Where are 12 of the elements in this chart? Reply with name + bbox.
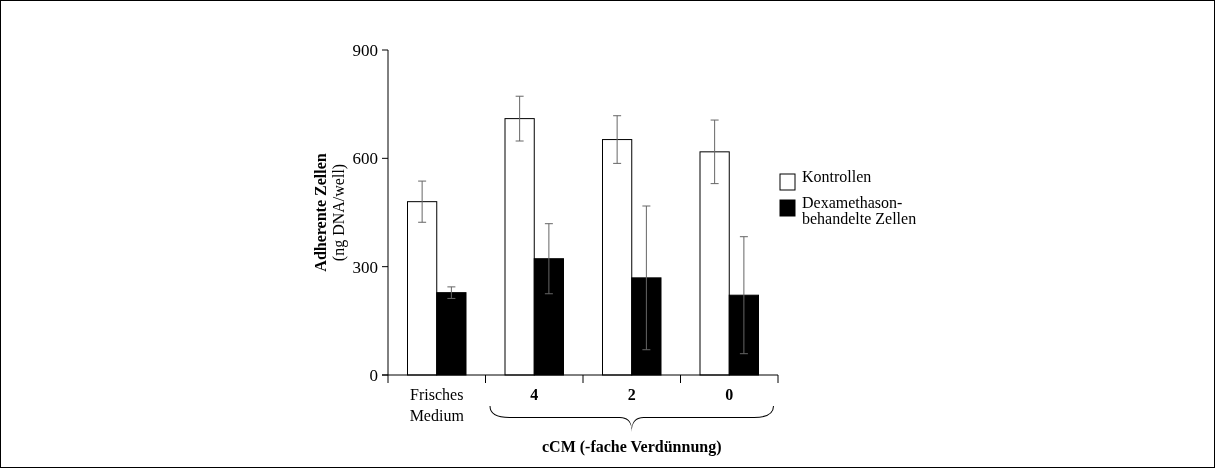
x-tick-label: 2 xyxy=(627,386,636,403)
x-tick-label: 4 xyxy=(530,386,539,403)
y-tick-label: 300 xyxy=(352,257,378,277)
x-tick-label: 0 xyxy=(725,386,734,403)
y-tick-label: 900 xyxy=(352,40,378,60)
y-tick-label: 600 xyxy=(352,149,378,169)
legend-label: Kontrollen xyxy=(802,168,872,185)
y-axis-title: Adherente Zellen (ng DNA/well) xyxy=(312,153,348,272)
x-tick-label: Frisches Medium xyxy=(409,386,465,424)
x-axis-title: cCM (-fache Verdünnung) xyxy=(541,438,722,456)
y-tick-label: 0 xyxy=(369,365,378,385)
legend-label: Dexamethason- behandelte Zellen xyxy=(802,194,917,227)
